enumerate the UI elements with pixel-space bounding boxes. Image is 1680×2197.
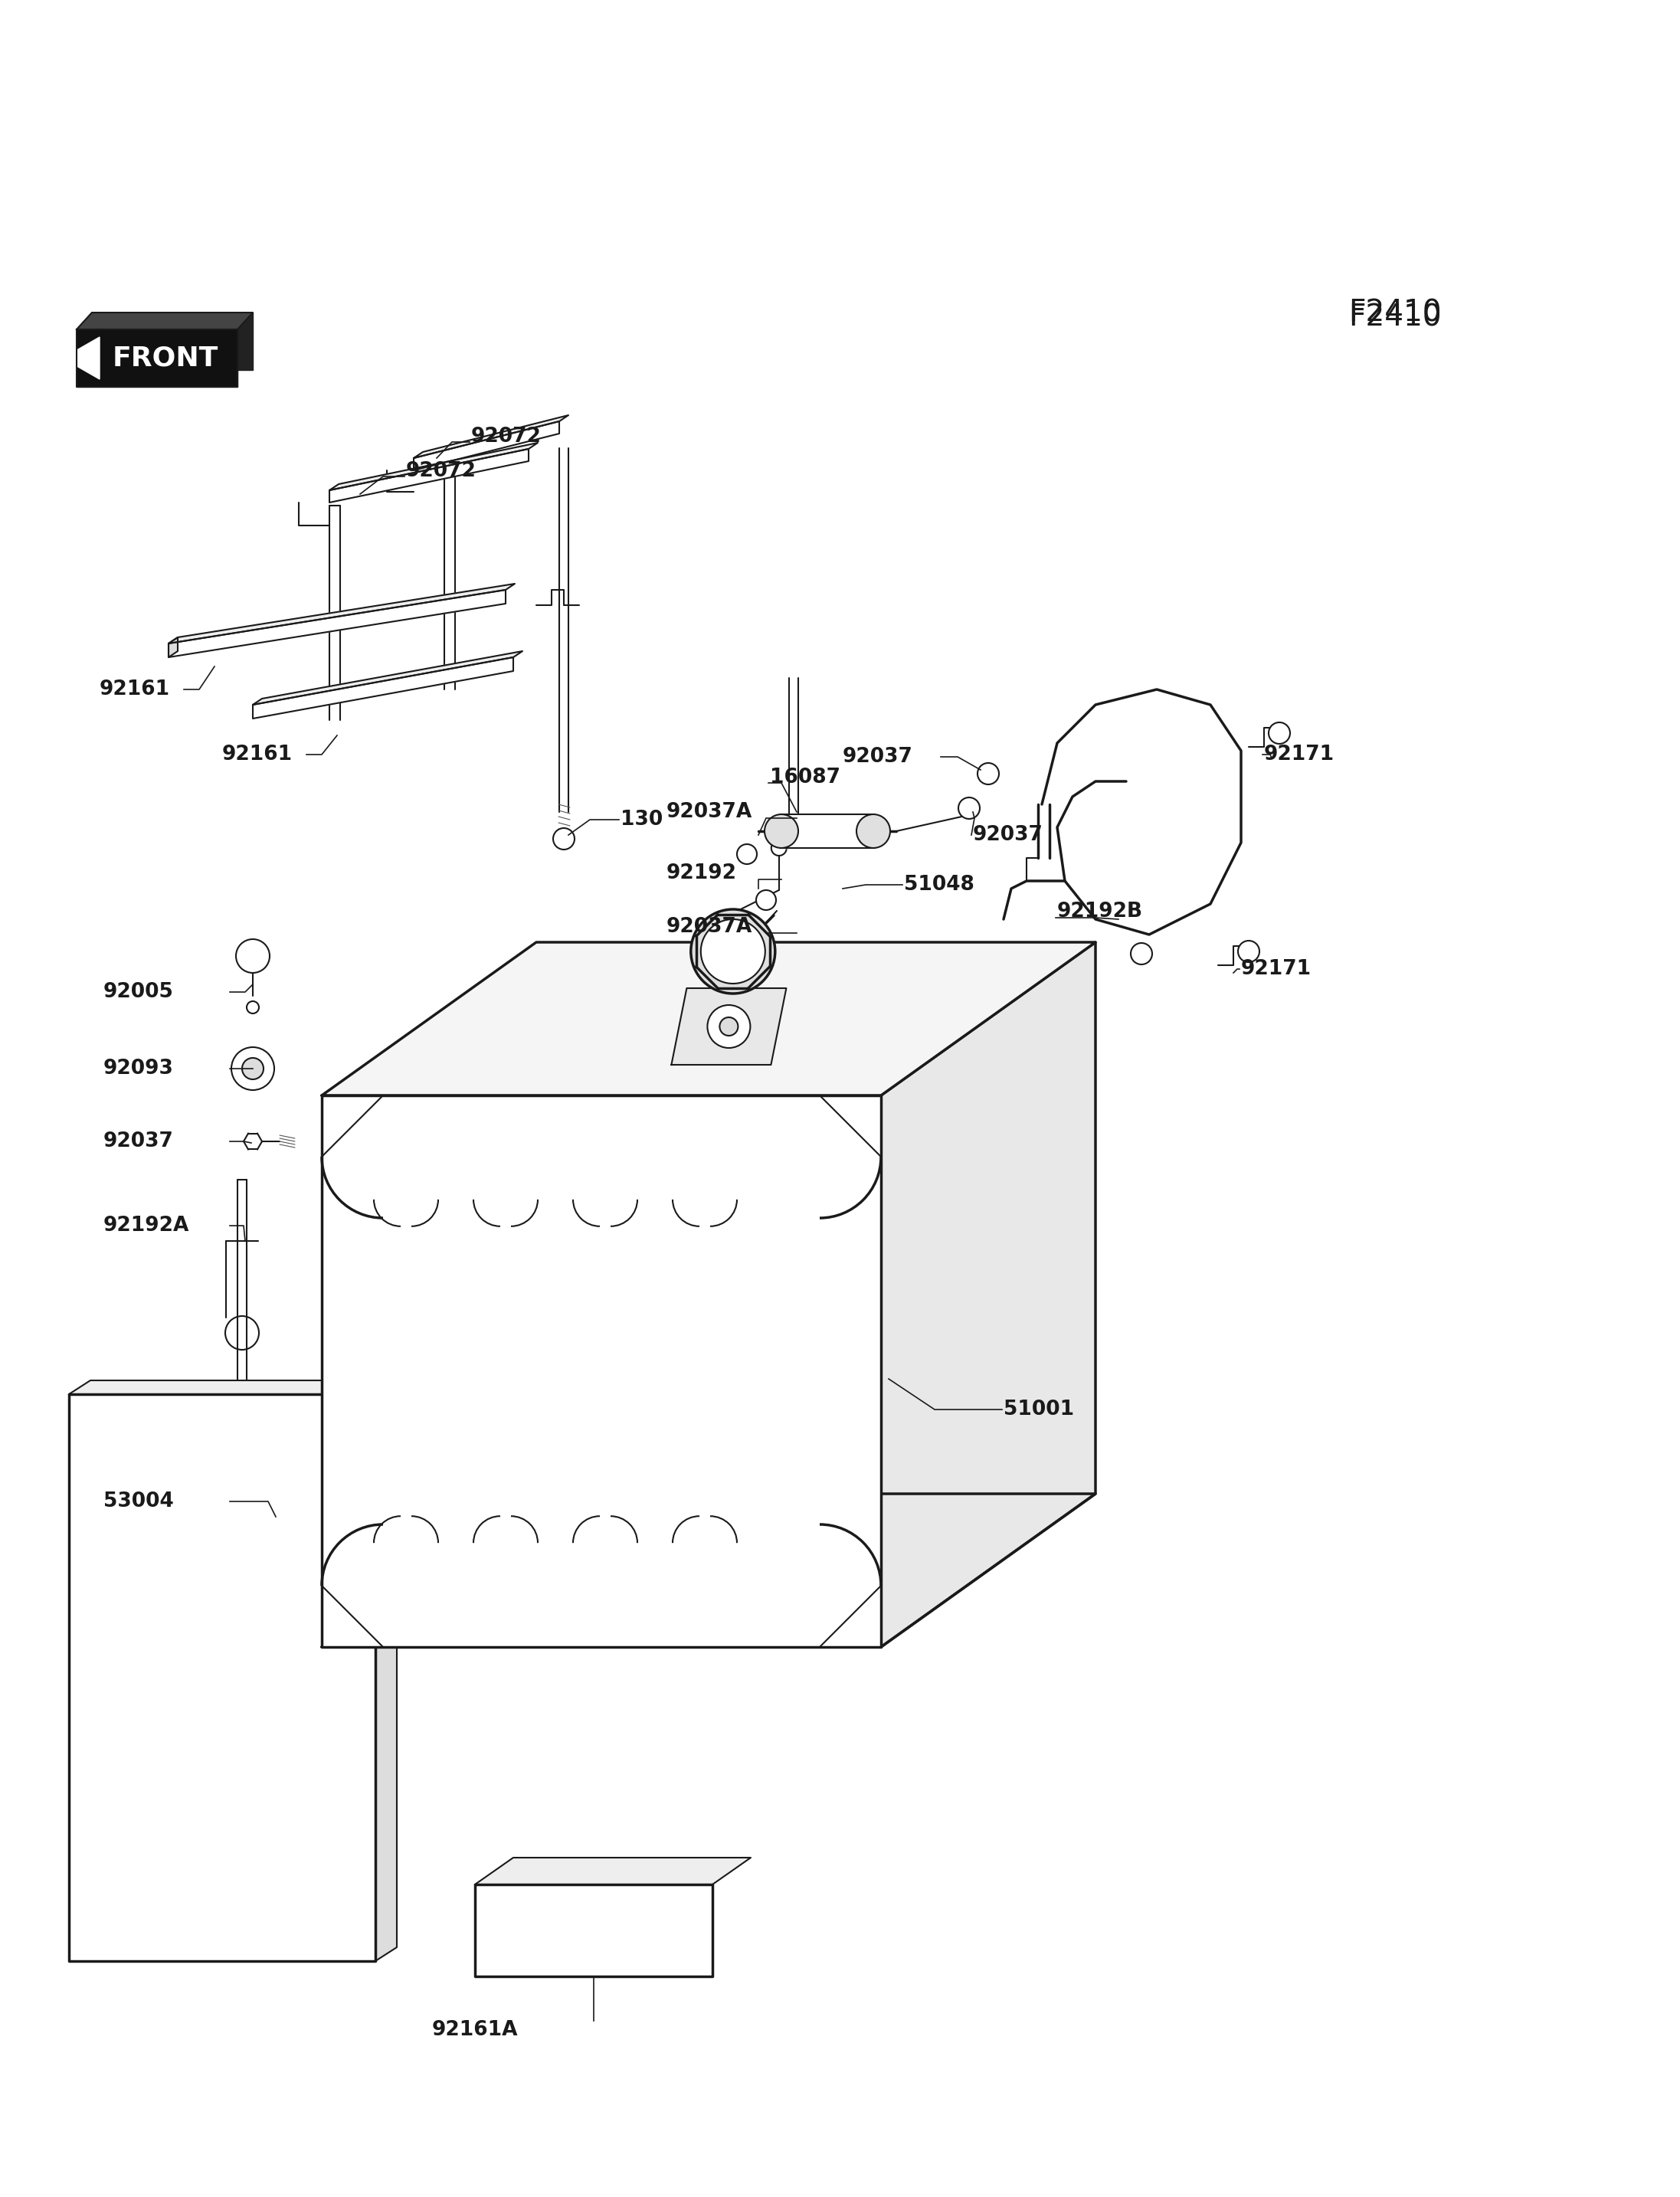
Text: 51048: 51048 <box>904 874 974 894</box>
Text: 92037A: 92037A <box>667 916 753 936</box>
Text: 92072: 92072 <box>407 461 477 481</box>
Polygon shape <box>475 1859 751 1885</box>
Polygon shape <box>252 657 514 718</box>
Polygon shape <box>413 415 568 459</box>
Text: 51001: 51001 <box>1003 1399 1074 1419</box>
Text: 92171: 92171 <box>1242 960 1312 980</box>
Text: GEM: GEM <box>559 1200 773 1283</box>
Polygon shape <box>168 584 514 644</box>
Circle shape <box>857 815 890 848</box>
Polygon shape <box>69 1380 396 1395</box>
Polygon shape <box>329 444 538 490</box>
Circle shape <box>247 1002 259 1013</box>
Polygon shape <box>323 1096 880 1648</box>
Text: 92037: 92037 <box>104 1131 173 1151</box>
Polygon shape <box>77 330 237 387</box>
Polygon shape <box>475 1885 712 1977</box>
Polygon shape <box>781 815 874 848</box>
Circle shape <box>690 910 774 993</box>
Polygon shape <box>413 422 559 470</box>
Text: 92192A: 92192A <box>104 1215 190 1235</box>
Circle shape <box>1238 940 1260 962</box>
Circle shape <box>553 828 575 850</box>
Circle shape <box>1268 723 1290 745</box>
Text: 92037A: 92037A <box>667 802 753 822</box>
Text: 92037: 92037 <box>843 747 912 767</box>
Circle shape <box>1131 943 1152 964</box>
Circle shape <box>756 890 776 910</box>
Polygon shape <box>92 312 252 369</box>
Polygon shape <box>168 589 506 657</box>
Circle shape <box>958 798 979 819</box>
Polygon shape <box>62 336 99 380</box>
Text: 92005: 92005 <box>104 982 173 1002</box>
Polygon shape <box>168 637 178 657</box>
Polygon shape <box>323 943 1095 1096</box>
Circle shape <box>232 1048 274 1090</box>
Text: F2410: F2410 <box>1349 303 1441 332</box>
Text: FRONT: FRONT <box>113 345 218 371</box>
Circle shape <box>707 1004 751 1048</box>
Text: 92093: 92093 <box>104 1059 173 1079</box>
Text: 92161: 92161 <box>222 745 292 765</box>
Text: 53004: 53004 <box>104 1492 173 1512</box>
Circle shape <box>719 1017 738 1035</box>
Circle shape <box>978 762 1000 784</box>
Text: 92037: 92037 <box>973 826 1043 846</box>
Polygon shape <box>375 1380 396 1962</box>
Text: 92192: 92192 <box>667 863 738 883</box>
Text: 92192B: 92192B <box>1057 901 1142 921</box>
Text: 130: 130 <box>620 811 664 830</box>
Text: MOTORPARTS: MOTORPARTS <box>564 1303 768 1331</box>
Text: 92072: 92072 <box>470 426 541 446</box>
Circle shape <box>242 1059 264 1079</box>
Text: 16087: 16087 <box>769 767 840 787</box>
Polygon shape <box>323 1494 1095 1648</box>
Polygon shape <box>252 650 522 705</box>
Polygon shape <box>329 448 529 503</box>
Polygon shape <box>69 1395 375 1962</box>
Text: 92161: 92161 <box>99 679 170 699</box>
Text: 92161A: 92161A <box>432 2019 517 2041</box>
Circle shape <box>764 815 798 848</box>
Circle shape <box>235 938 270 973</box>
Polygon shape <box>672 989 786 1066</box>
Circle shape <box>738 844 758 863</box>
Polygon shape <box>880 943 1095 1648</box>
Circle shape <box>701 918 764 984</box>
Circle shape <box>771 839 786 855</box>
Polygon shape <box>77 312 252 330</box>
Text: F2410: F2410 <box>1349 299 1441 327</box>
Text: 92171: 92171 <box>1263 745 1334 765</box>
